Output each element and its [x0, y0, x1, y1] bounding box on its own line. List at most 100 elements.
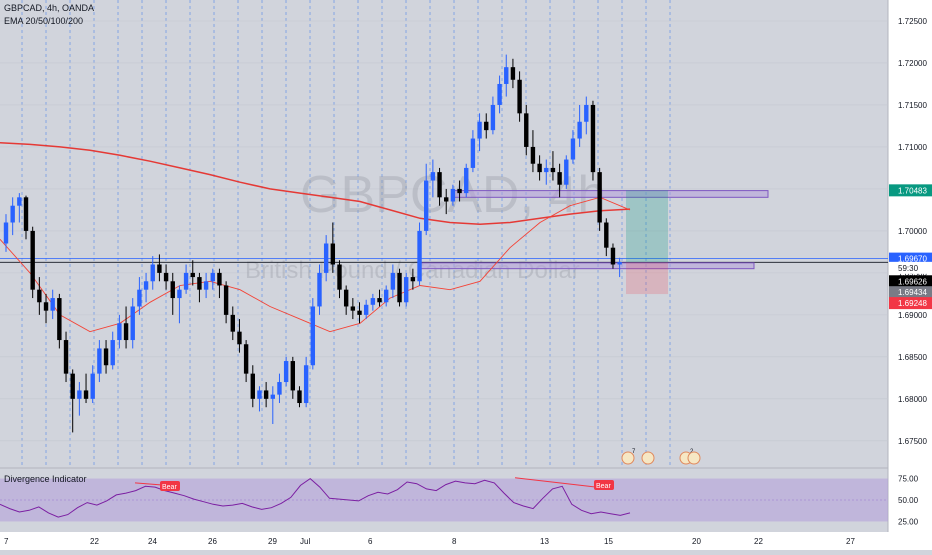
candle-body	[163, 272, 169, 282]
candle	[504, 54, 509, 97]
supply-zone	[451, 190, 769, 198]
candle-body	[470, 138, 476, 168]
candle	[150, 256, 155, 290]
ema-legend[interactable]: EMA 20/50/100/200	[4, 16, 84, 26]
candle	[330, 222, 336, 273]
position-target-area	[626, 190, 668, 263]
time-tick-label: 27	[846, 537, 855, 546]
candle-body	[123, 323, 129, 341]
candle-body	[177, 289, 182, 299]
candle	[350, 298, 356, 320]
price-badge	[889, 286, 932, 299]
candle-body	[517, 79, 522, 114]
candle	[203, 272, 209, 299]
candle-body	[357, 310, 362, 315]
rsi-line	[0, 477, 631, 518]
candle	[197, 272, 202, 303]
candle	[3, 214, 9, 252]
candle	[243, 340, 249, 383]
candle	[223, 281, 229, 324]
candle	[444, 188, 449, 215]
candle-body	[444, 197, 449, 202]
candle	[297, 386, 302, 408]
candle-body	[290, 361, 296, 391]
candle	[430, 159, 436, 198]
candle-body	[557, 172, 562, 185]
time-tick-label: 7	[4, 537, 9, 546]
candle	[310, 298, 316, 370]
candle	[470, 130, 476, 173]
time-tick-label: 22	[90, 537, 99, 546]
candle-body	[117, 323, 122, 341]
candle	[357, 302, 362, 324]
candle-body	[30, 230, 35, 290]
divergence-title[interactable]: Divergence Indicator	[4, 474, 87, 484]
time-tick-label: 15	[604, 537, 613, 546]
candle	[237, 319, 242, 353]
time-tick-label: 13	[540, 537, 549, 546]
candle-body	[183, 272, 189, 290]
candle	[497, 75, 502, 114]
candle-body	[317, 272, 322, 307]
candle	[477, 113, 482, 152]
candle-body	[430, 172, 436, 181]
candle-body	[490, 104, 496, 131]
candle-body	[130, 306, 135, 341]
candle-body	[257, 390, 262, 399]
candle-body	[537, 163, 542, 173]
candle-body	[504, 67, 509, 84]
candle-body	[230, 314, 235, 332]
candle	[110, 331, 115, 370]
candle-body	[170, 281, 175, 299]
price-badge-label: 1.69670	[898, 255, 927, 264]
candle-body	[597, 172, 602, 223]
rsi-tick-label: 50.00	[898, 496, 919, 505]
candle-body	[77, 390, 82, 399]
candle-body	[70, 373, 75, 399]
candle	[83, 373, 89, 404]
price-badge-label: 1.69434	[898, 288, 927, 297]
candle	[323, 235, 329, 282]
candle-body	[137, 289, 142, 307]
candle-body	[410, 277, 416, 282]
candle	[23, 195, 29, 240]
divergence-line	[514, 477, 605, 489]
candle-body	[90, 373, 95, 399]
candle-body	[50, 298, 55, 311]
price-tick-label: 1.69000	[898, 311, 927, 320]
candle-body	[457, 188, 462, 194]
candle	[177, 285, 182, 324]
candle	[70, 369, 75, 433]
time-tick-label: Jul	[300, 537, 310, 546]
candle-body	[363, 304, 369, 315]
candle-body	[250, 373, 255, 399]
price-tick-label: 1.68500	[898, 353, 927, 362]
rsi-tick-label: 25.00	[898, 517, 919, 526]
price-tick-label: 1.72500	[898, 17, 927, 26]
candle-body	[83, 390, 89, 399]
candle	[263, 382, 269, 408]
event-marker-icon	[687, 451, 701, 465]
candle-body	[343, 289, 349, 307]
candle-body	[3, 222, 9, 244]
candle	[43, 293, 49, 324]
candle-body	[510, 67, 516, 80]
candle	[564, 155, 569, 189]
candle-body	[530, 146, 536, 164]
candle	[257, 386, 262, 412]
candle	[10, 197, 15, 236]
candle	[117, 314, 122, 349]
price-badge-label: 1.69248	[898, 299, 927, 308]
candle	[363, 299, 369, 320]
price-badge	[889, 275, 932, 288]
candle	[557, 163, 562, 198]
candle-body	[270, 394, 275, 399]
candle-body	[283, 361, 289, 383]
candle-body	[17, 197, 22, 206]
candle-body	[404, 277, 409, 303]
candle-body	[97, 348, 102, 374]
candle	[404, 272, 409, 307]
candle	[123, 306, 129, 349]
price-tick-label: 1.67500	[898, 437, 927, 446]
